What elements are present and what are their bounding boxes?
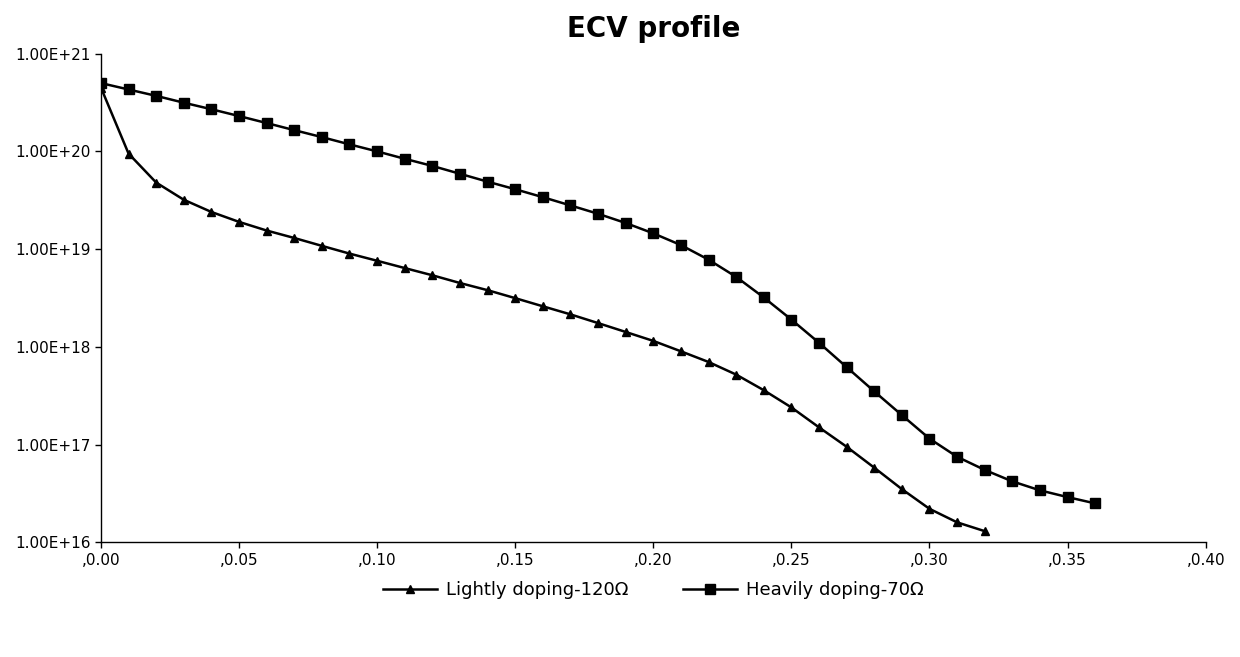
Heavily doping-70Ω (1033, 486, 1048, 494)
Heavily doping-70Ω (1087, 499, 1102, 507)
Heavily doping-70Ω (590, 210, 605, 217)
Lightly doping-120Ω (315, 242, 330, 250)
Heavily doping-70Ω (646, 229, 661, 237)
Heavily doping-70Ω (397, 155, 412, 163)
Lightly doping-120Ω (894, 485, 909, 493)
Lightly doping-120Ω (176, 196, 191, 204)
Lightly doping-120Ω (811, 423, 826, 431)
Heavily doping-70Ω (950, 453, 965, 461)
Heavily doping-70Ω (894, 411, 909, 419)
Heavily doping-70Ω (563, 202, 578, 210)
Lightly doping-120Ω (342, 250, 357, 258)
Lightly doping-120Ω (536, 302, 551, 310)
Lightly doping-120Ω (923, 505, 937, 512)
Heavily doping-70Ω (453, 170, 467, 178)
Line: Lightly doping-120Ω: Lightly doping-120Ω (97, 83, 988, 535)
Lightly doping-120Ω (397, 264, 412, 272)
Heavily doping-70Ω (315, 133, 330, 141)
Heavily doping-70Ω (203, 105, 218, 113)
Heavily doping-70Ω (370, 147, 384, 155)
Lightly doping-120Ω (149, 179, 164, 187)
Heavily doping-70Ω (286, 126, 301, 134)
Lightly doping-120Ω (453, 279, 467, 287)
Lightly doping-120Ω (203, 208, 218, 216)
Lightly doping-120Ω (93, 83, 108, 91)
Lightly doping-120Ω (122, 150, 136, 158)
Legend: Lightly doping-120Ω, Heavily doping-70Ω: Lightly doping-120Ω, Heavily doping-70Ω (376, 574, 931, 606)
Heavily doping-70Ω (93, 79, 108, 87)
Lightly doping-120Ω (563, 310, 578, 318)
Heavily doping-70Ω (756, 294, 771, 302)
Heavily doping-70Ω (977, 466, 992, 474)
Heavily doping-70Ω (784, 315, 799, 323)
Title: ECV profile: ECV profile (567, 15, 740, 43)
Heavily doping-70Ω (536, 193, 551, 201)
Heavily doping-70Ω (149, 92, 164, 100)
Lightly doping-120Ω (232, 218, 247, 226)
Lightly doping-120Ω (259, 227, 274, 235)
Lightly doping-120Ω (286, 234, 301, 242)
Lightly doping-120Ω (619, 328, 634, 336)
Heavily doping-70Ω (923, 435, 937, 443)
Heavily doping-70Ω (122, 85, 136, 93)
Lightly doping-120Ω (590, 319, 605, 327)
Lightly doping-120Ω (867, 464, 882, 472)
Heavily doping-70Ω (867, 388, 882, 396)
Lightly doping-120Ω (977, 527, 992, 535)
Heavily doping-70Ω (619, 219, 634, 227)
Heavily doping-70Ω (673, 241, 688, 249)
Lightly doping-120Ω (950, 518, 965, 526)
Lightly doping-120Ω (729, 371, 744, 378)
Heavily doping-70Ω (1004, 478, 1019, 486)
Lightly doping-120Ω (839, 443, 854, 451)
Line: Heavily doping-70Ω: Heavily doping-70Ω (95, 78, 1100, 509)
Heavily doping-70Ω (425, 162, 440, 170)
Heavily doping-70Ω (811, 339, 826, 347)
Lightly doping-120Ω (370, 257, 384, 265)
Heavily doping-70Ω (729, 273, 744, 281)
Lightly doping-120Ω (784, 403, 799, 411)
Lightly doping-120Ω (646, 337, 661, 345)
Heavily doping-70Ω (259, 119, 274, 127)
Lightly doping-120Ω (756, 386, 771, 394)
Heavily doping-70Ω (507, 185, 522, 193)
Lightly doping-120Ω (673, 348, 688, 355)
Heavily doping-70Ω (480, 178, 495, 186)
Heavily doping-70Ω (232, 112, 247, 120)
Lightly doping-120Ω (480, 286, 495, 294)
Heavily doping-70Ω (176, 99, 191, 106)
Lightly doping-120Ω (425, 271, 440, 279)
Heavily doping-70Ω (701, 256, 715, 263)
Heavily doping-70Ω (839, 363, 854, 371)
Lightly doping-120Ω (507, 294, 522, 302)
Heavily doping-70Ω (342, 141, 357, 148)
Lightly doping-120Ω (701, 358, 715, 366)
Heavily doping-70Ω (1060, 493, 1075, 501)
